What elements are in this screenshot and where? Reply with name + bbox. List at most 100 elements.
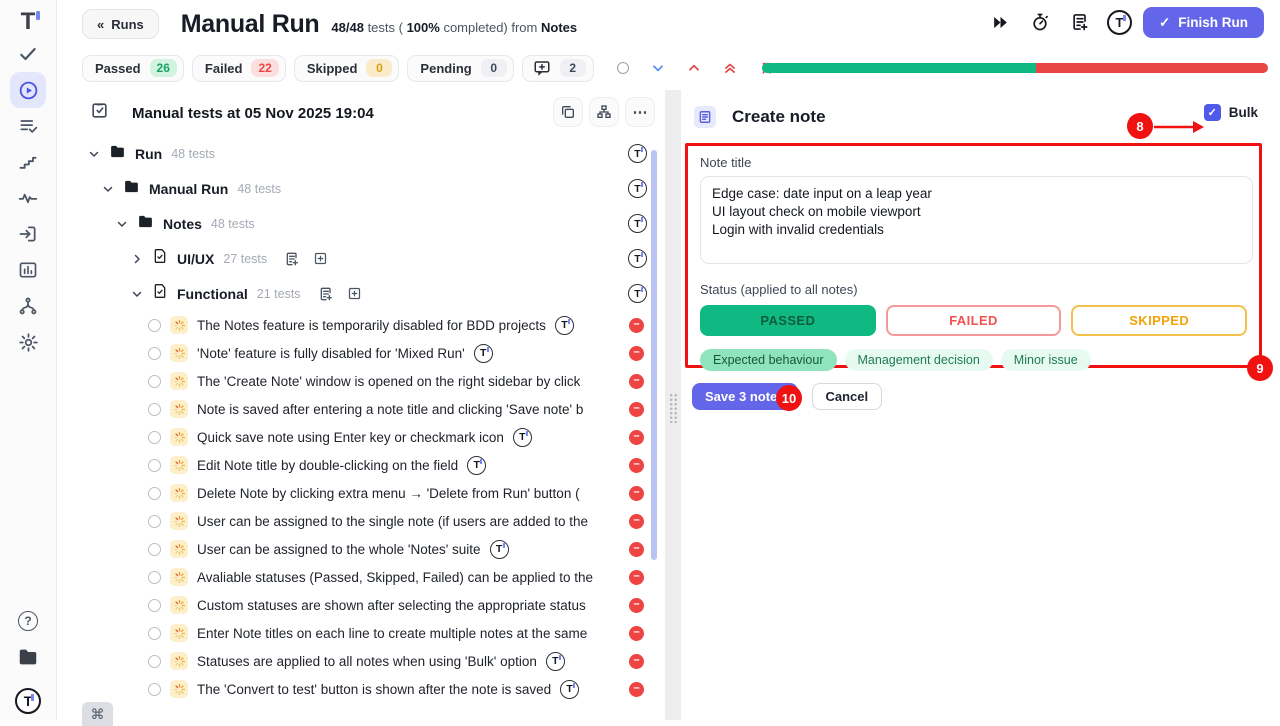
test-select-radio[interactable] xyxy=(148,346,161,360)
nav-plans[interactable] xyxy=(10,108,46,144)
remove-test-button[interactable] xyxy=(629,457,644,473)
test-row[interactable]: The 'Create Note' window is opened on th… xyxy=(57,367,665,395)
status-filter-button[interactable]: Skipped 0 xyxy=(293,54,400,82)
test-row[interactable]: Enter Note titles on each line to create… xyxy=(57,619,665,647)
testomat-badge-icon[interactable] xyxy=(560,679,580,699)
test-row[interactable]: Custom statuses are shown after selectin… xyxy=(57,591,665,619)
testomat-badge-icon[interactable] xyxy=(628,179,647,198)
tree-node[interactable]: Manual Run 48 tests xyxy=(57,171,665,206)
tree-view-button[interactable] xyxy=(589,97,619,127)
testomat-badge-icon[interactable] xyxy=(628,249,647,268)
chevron-up-icon[interactable] xyxy=(687,61,701,75)
chevron-icon[interactable] xyxy=(131,288,143,300)
test-select-radio[interactable] xyxy=(148,598,161,612)
nav-pulse[interactable] xyxy=(10,180,46,216)
remove-test-button[interactable] xyxy=(629,345,644,361)
test-select-radio[interactable] xyxy=(148,514,161,528)
remove-test-button[interactable] xyxy=(629,513,644,529)
status-button[interactable]: PASSED xyxy=(700,305,876,336)
timer-icon[interactable] xyxy=(1027,9,1053,35)
plus-square-icon[interactable] xyxy=(347,286,362,301)
reason-tag[interactable]: Expected behaviour xyxy=(700,349,837,371)
status-button[interactable]: SKIPPED xyxy=(1071,305,1248,336)
chevron-icon[interactable] xyxy=(116,218,128,230)
test-row[interactable]: Delete Note by clicking extra menu → 'De… xyxy=(57,479,665,507)
test-select-radio[interactable] xyxy=(148,626,161,640)
test-row[interactable]: Avaliable statuses (Passed, Skipped, Fai… xyxy=(57,563,665,591)
logo-circle-icon[interactable]: T xyxy=(15,688,41,714)
nav-runs[interactable] xyxy=(10,72,46,108)
cancel-button[interactable]: Cancel xyxy=(811,383,883,410)
tree-node[interactable]: Functional 21 tests xyxy=(57,276,665,311)
remove-test-button[interactable] xyxy=(629,373,644,389)
help-icon[interactable]: ? xyxy=(18,611,38,631)
reason-tag[interactable]: Minor issue xyxy=(1000,349,1091,371)
test-select-radio[interactable] xyxy=(148,542,161,556)
remove-test-button[interactable] xyxy=(629,485,644,501)
remove-test-button[interactable] xyxy=(629,317,644,333)
testomat-badge-icon[interactable] xyxy=(512,427,532,447)
test-select-radio[interactable] xyxy=(148,486,161,500)
status-filter-button[interactable]: Pending 0 xyxy=(407,54,514,82)
reason-tag[interactable]: Management decision xyxy=(844,349,993,371)
test-row[interactable]: Quick save note using Enter key or check… xyxy=(57,423,665,451)
test-row[interactable]: The Notes feature is temporarily disable… xyxy=(57,311,665,339)
remove-test-button[interactable] xyxy=(629,541,644,557)
remove-test-button[interactable] xyxy=(629,681,644,697)
double-chevron-up-icon[interactable] xyxy=(723,61,737,75)
testomat-badge-icon[interactable] xyxy=(489,539,509,559)
remove-test-button[interactable] xyxy=(629,625,644,641)
test-select-radio[interactable] xyxy=(148,430,161,444)
copy-tree-button[interactable] xyxy=(553,97,583,127)
test-select-radio[interactable] xyxy=(148,402,161,416)
circle-filter-icon[interactable] xyxy=(616,62,629,74)
comments-filter-button[interactable]: 2 xyxy=(521,54,594,82)
nav-settings[interactable] xyxy=(10,324,46,360)
remove-test-button[interactable] xyxy=(629,429,644,445)
test-select-radio[interactable] xyxy=(148,654,161,668)
note-add-icon[interactable] xyxy=(1067,9,1093,35)
fast-forward-icon[interactable] xyxy=(987,9,1013,35)
nav-analytics[interactable] xyxy=(10,252,46,288)
test-row[interactable]: User can be assigned to the single note … xyxy=(57,507,665,535)
testomat-badge-icon[interactable] xyxy=(467,455,487,475)
test-row[interactable]: 'Note' feature is fully disabled for 'Mi… xyxy=(57,339,665,367)
testomat-badge-icon[interactable] xyxy=(554,315,574,335)
divider-drag-handle[interactable] xyxy=(669,393,677,423)
status-button[interactable]: FAILED xyxy=(885,305,1062,336)
status-filter-button[interactable]: Failed 22 xyxy=(191,54,286,82)
note-add-icon[interactable] xyxy=(284,251,300,267)
checked-checkbox-icon[interactable]: ✓ xyxy=(1203,104,1221,121)
test-select-radio[interactable] xyxy=(148,458,161,472)
remove-test-button[interactable] xyxy=(629,569,644,585)
note-title-textarea[interactable]: Edge case: date input on a leap year UI … xyxy=(700,176,1253,264)
projects-folder-icon[interactable] xyxy=(17,646,39,673)
nav-branches[interactable] xyxy=(10,288,46,324)
chevron-icon[interactable] xyxy=(131,253,143,265)
note-add-icon[interactable] xyxy=(318,286,334,302)
testomat-badge-icon[interactable] xyxy=(473,343,493,363)
test-select-radio[interactable] xyxy=(148,318,161,332)
nav-import[interactable] xyxy=(10,216,46,252)
tree-node[interactable]: UI/UX 27 tests xyxy=(57,241,665,276)
test-row[interactable]: The 'Convert to test' button is shown af… xyxy=(57,675,665,703)
logo-circle-icon[interactable]: T xyxy=(1107,9,1132,35)
test-select-radio[interactable] xyxy=(148,570,161,584)
test-select-radio[interactable] xyxy=(148,374,161,388)
plus-square-icon[interactable] xyxy=(313,251,328,266)
nav-tests[interactable] xyxy=(10,36,46,72)
testomat-badge-icon[interactable] xyxy=(628,284,647,303)
testomat-badge-icon[interactable] xyxy=(628,214,647,233)
test-select-radio[interactable] xyxy=(148,682,161,696)
remove-test-button[interactable] xyxy=(629,597,644,613)
test-row[interactable]: Statuses are applied to all notes when u… xyxy=(57,647,665,675)
tree-scrollbar[interactable] xyxy=(651,150,657,560)
test-row[interactable]: Note is saved after entering a note titl… xyxy=(57,395,665,423)
testomat-badge-icon[interactable] xyxy=(628,144,647,163)
chevron-icon[interactable] xyxy=(88,148,100,160)
finish-run-button[interactable]: ✓ Finish Run xyxy=(1142,7,1264,38)
remove-test-button[interactable] xyxy=(629,653,644,669)
bulk-toggle[interactable]: ✓ Bulk xyxy=(1203,104,1258,121)
testomat-badge-icon[interactable] xyxy=(545,651,565,671)
back-to-runs-button[interactable]: « Runs xyxy=(82,9,159,39)
